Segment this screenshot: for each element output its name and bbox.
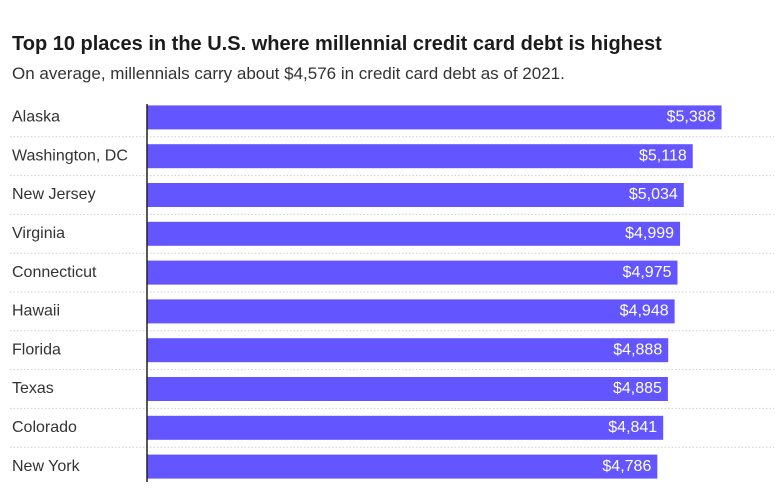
- bar: [147, 183, 684, 207]
- bar-value-label: $4,885: [613, 380, 662, 397]
- category-label: Washington, DC: [12, 147, 128, 164]
- category-label: New Jersey: [12, 186, 96, 203]
- bar: [147, 454, 658, 479]
- bar: [147, 338, 669, 363]
- bar-value-label: $5,388: [667, 109, 716, 126]
- chart-title: Top 10 places in the U.S. where millenni…: [12, 33, 662, 55]
- bar-value-label: $4,975: [623, 264, 672, 281]
- category-label: Texas: [12, 380, 54, 397]
- bar-value-label: $5,034: [629, 186, 678, 203]
- bar-value-label: $4,948: [620, 303, 669, 320]
- category-label: Colorado: [12, 419, 77, 436]
- chart-subtitle: On average, millennials carry about $4,5…: [12, 64, 565, 83]
- bar: [147, 377, 668, 401]
- bar: [147, 221, 681, 246]
- bar-value-label: $4,841: [608, 419, 657, 436]
- bar: [147, 260, 678, 285]
- category-label: Florida: [12, 341, 61, 358]
- bar-value-label: $4,786: [602, 458, 651, 475]
- bar-value-label: $5,118: [639, 147, 687, 164]
- bar: [147, 415, 664, 440]
- bar: [147, 105, 722, 130]
- bar-value-label: $4,888: [613, 341, 662, 358]
- bar: [147, 299, 675, 324]
- category-label: Alaska: [12, 109, 60, 126]
- category-label: Connecticut: [12, 264, 97, 281]
- category-label: Hawaii: [12, 303, 60, 320]
- bar-value-label: $4,999: [625, 225, 674, 242]
- category-label: Virginia: [12, 225, 65, 242]
- category-label: New York: [12, 458, 81, 475]
- bar: [147, 144, 693, 169]
